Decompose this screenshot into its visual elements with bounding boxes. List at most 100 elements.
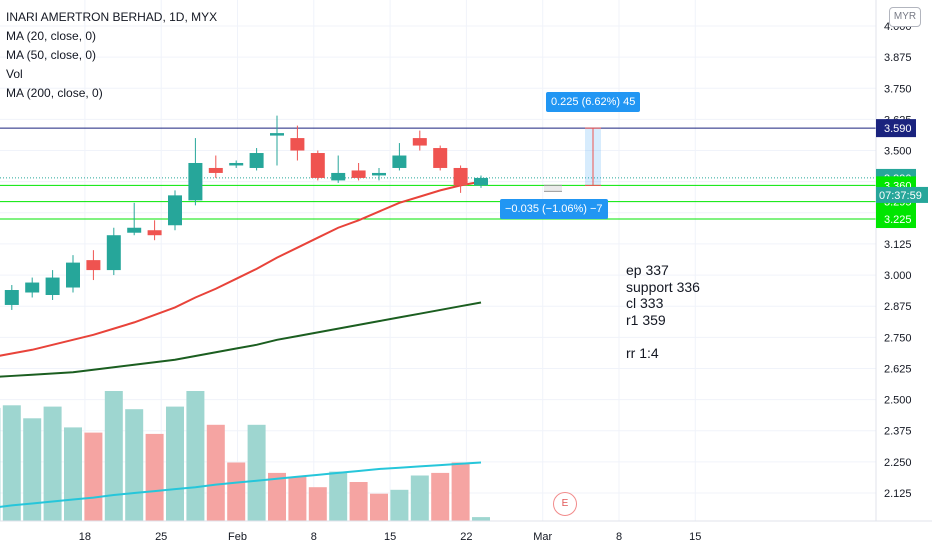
time-tick-label-7: 8 [616,531,622,543]
time-tick-label-5: 22 [460,531,472,543]
candle-26 [474,175,488,188]
legend-ma50[interactable]: MA (50, close, 0) [6,48,97,62]
candle-3 [4,285,19,310]
candle-15 [249,148,264,171]
volume-bar-12 [186,391,205,521]
note-riskreward: rr 1:4 [626,344,659,361]
candle-body [249,153,264,168]
volume-bar-22 [390,489,409,521]
volume-bar-6 [64,427,82,521]
time-tick-label-2: Feb [228,531,247,543]
candle-body [270,133,284,136]
volume-bars [0,391,490,521]
volume-bar-9 [125,409,144,521]
price-tag-0: 3.590 [884,123,912,135]
price-tick-label-0: 2.125 [884,488,912,500]
symbol-title: INARI AMERTRON BERHAD, 1D, MYX [6,10,218,24]
price-tag-bg-0 [876,119,916,138]
candle-25 [453,165,468,193]
price-tick-label-2: 2.375 [884,426,912,438]
price-tick-label-4: 2.625 [884,363,912,375]
candle-body [25,282,40,293]
candle-23 [412,130,427,151]
measure-tools [544,127,601,192]
countdown-label: 07:37:59 [879,190,922,202]
candle-body [331,172,346,181]
time-tick-label-0: 18 [79,531,91,543]
volume-bar-15 [247,424,266,521]
candle-6 [66,255,80,293]
candle-18 [310,150,325,181]
volume-bar-16 [268,472,286,521]
candle-body [412,138,427,146]
volume-bar-8 [104,391,123,521]
candle-body [86,260,101,271]
candle-10 [147,220,162,241]
price-tag-bg-4 [876,210,916,229]
candle-body [127,227,142,233]
note-cutloss: cl 333 [626,295,664,311]
trade-notes: ep 337 support 336 cl 333 r1 359 rr 1:4 [626,262,700,361]
volume-bar-10 [145,433,164,521]
price-tick-label-6: 2.875 [884,301,912,313]
candle-body [290,138,305,151]
candle-body [106,235,121,271]
candle-body [372,172,386,176]
time-tick-label-4: 15 [384,531,396,543]
price-tick-label-8: 3.125 [884,239,912,251]
candle-body [188,162,203,201]
candle-body [433,148,448,168]
note-support: support 336 [626,278,700,295]
volume-bar-18 [308,487,327,521]
note-entry: ep 337 [626,262,669,278]
price-tick-label-5: 2.750 [884,332,912,344]
candle-body [310,153,325,178]
candle-14 [229,160,244,168]
price-tick-label-13: 3.750 [884,83,912,95]
candle-body [229,162,244,166]
chart-legend: INARI AMERTRON BERHAD, 1D, MYX MA (20, c… [6,8,217,103]
grid [0,0,876,521]
measure-down-label: −0.035 (−1.06%) −7 [500,199,608,220]
candle-body [147,230,162,236]
candle-body [392,155,407,168]
price-tick-label-11: 3.500 [884,146,912,158]
price-axis: 2.125 2.250 2.375 2.500 2.625 2.750 2.875 3.000… [876,21,928,500]
legend-ma200[interactable]: MA (200, close, 0) [6,86,103,100]
time-tick-label-3: 8 [311,531,317,543]
volume-bar-26 [472,517,490,521]
legend-ma20[interactable]: MA (20, close, 0) [6,29,97,43]
moving-averages [0,180,482,508]
candle-8 [106,227,121,276]
volume-bar-24 [431,472,450,521]
volume-bar-4 [23,418,42,521]
candle-body [208,167,223,173]
measure-down-box [544,185,562,192]
horizontal-levels [0,127,876,220]
legend-vol[interactable]: Vol [6,67,23,81]
earnings-icon[interactable]: E [553,492,577,516]
candle-24 [433,145,448,171]
countdown-bg [876,186,928,203]
time-tick-label-6: Mar [533,531,552,543]
volume-bar-19 [329,471,348,521]
volume-bar-3 [2,405,21,521]
candle-16 [270,115,284,166]
volume-bar-11 [166,406,184,521]
candle-12 [188,138,203,206]
candle-5 [45,270,60,300]
ma-line-2 [0,461,482,508]
candle-body [45,277,60,295]
volume-bar-23 [410,475,429,521]
price-tag-4: 3.225 [884,214,912,226]
time-tick-label-1: 25 [155,531,167,543]
note-resistance: r1 359 [626,311,666,328]
currency-badge[interactable]: MYR [889,7,921,27]
candle-11 [168,190,182,231]
ma-line-1 [0,301,482,378]
candle-4 [25,277,40,298]
volume-bar-17 [288,476,307,521]
time-tick-label-8: 15 [689,531,701,543]
candle-body [474,177,488,186]
